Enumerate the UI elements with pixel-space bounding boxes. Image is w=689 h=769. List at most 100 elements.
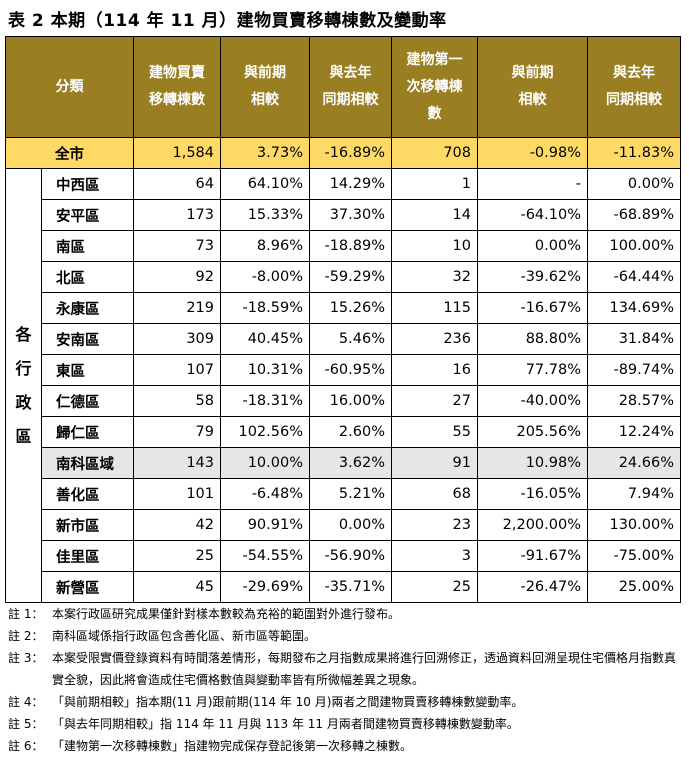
- cell-transfers: 101: [133, 478, 221, 510]
- cell-mom1: -8.00%: [220, 261, 310, 293]
- row-name: 北區: [41, 261, 134, 293]
- cell-transfers: 79: [133, 416, 221, 448]
- header-row: 分類 建物買賣 移轉棟數 與前期 相較 與去年 同期相較 建物第一 次移轉棟數 與前期相…: [5, 36, 681, 138]
- note-2: 註 2： 南科區域係指行政區包含善化區、新市區等範圍。: [8, 629, 317, 643]
- cell-yoy2: 134.69%: [587, 292, 681, 324]
- row-name: 全市: [5, 137, 134, 169]
- table-row: 新營區 45 -29.69% -35.71% 25 -26.47% 25.00%: [6, 571, 681, 603]
- cell-mom1: -18.31%: [220, 385, 310, 417]
- header-category: 分類: [5, 36, 134, 138]
- cell-first: 55: [391, 416, 478, 448]
- cell-transfers: 173: [133, 199, 221, 231]
- table-row: 南區 73 8.96% -18.89% 10 0.00% 100.00%: [6, 230, 681, 262]
- cell-transfers: 64: [133, 168, 221, 200]
- cell-transfers: 309: [133, 323, 221, 355]
- row-name: 東區: [41, 354, 134, 386]
- cell-first: 16: [391, 354, 478, 386]
- cell-first: 91: [391, 447, 478, 479]
- cell-first: 115: [391, 292, 478, 324]
- table-row: 各行政區中西區 64 64.10% 14.29% 1-0.00%: [5, 168, 681, 603]
- cell-first: 25: [391, 571, 478, 603]
- cell-yoy1: 5.21%: [309, 478, 392, 510]
- cell-yoy1: -60.95%: [309, 354, 392, 386]
- cell-yoy1: 5.46%: [309, 323, 392, 355]
- cell-yoy1: -56.90%: [309, 540, 392, 572]
- cell-mom2: -91.67%: [477, 540, 588, 572]
- row-name: 安南區: [41, 323, 134, 355]
- cell-first: 10: [391, 230, 478, 262]
- table-row: 東區 107 10.31% -60.95% 16 77.78% -89.74%: [6, 354, 681, 386]
- cell-mom2: -64.10%: [477, 199, 588, 231]
- cell-mom1: -18.59%: [220, 292, 310, 324]
- table-title: 表 2 本期（114 年 11 月）建物買賣移轉棟數及變動率: [8, 11, 447, 31]
- cell-yoy2: 130.00%: [587, 509, 681, 541]
- table-row: 新市區 42 90.91% 0.00% 23 2,200.00% 130.00%: [6, 509, 681, 541]
- cell-mom2: -16.05%: [477, 478, 588, 510]
- cell-yoy2: 7.94%: [587, 478, 681, 510]
- row-name: 新營區: [41, 571, 134, 603]
- row-name: 仁德區: [41, 385, 134, 417]
- row-name: 永康區: [41, 292, 134, 324]
- cell-yoy2: 28.57%: [587, 385, 681, 417]
- cell-mom1: 90.91%: [220, 509, 310, 541]
- header-mom1: 與前期 相較: [220, 36, 310, 138]
- cell-first: 1: [391, 168, 478, 200]
- note-4: 註 4： 「與前期相較」指本期(11 月)跟前期(114 年 10 月)兩者之間建…: [8, 695, 524, 709]
- cell-yoy1: 2.60%: [309, 416, 392, 448]
- cell-mom2: -: [477, 168, 588, 200]
- cell-mom1: -54.55%: [220, 540, 310, 572]
- cell-mom2: 10.98%: [477, 447, 588, 479]
- cell-mom1: 10.31%: [220, 354, 310, 386]
- cell-yoy2: -89.74%: [587, 354, 681, 386]
- cell-yoy2: 31.84%: [587, 323, 681, 355]
- note-1: 註 1： 本案行政區研究成果僅針對樣本數較為充裕的範圍對外進行發布。: [8, 607, 401, 621]
- cell-mom2: 77.78%: [477, 354, 588, 386]
- cell-yoy2: 24.66%: [587, 447, 681, 479]
- table-row: 安南區 309 40.45% 5.46% 236 88.80% 31.84%: [6, 323, 681, 355]
- cell-mom2: 205.56%: [477, 416, 588, 448]
- table-row: 北區 92 -8.00% -59.29% 32 -39.62% -64.44%: [6, 261, 681, 293]
- total-row: 全市 1,584 3.73% -16.89% 708 -0.98% -11.83…: [5, 137, 681, 169]
- row-name: 中西區: [41, 168, 134, 200]
- row-name: 新市區: [41, 509, 134, 541]
- header-yoy1: 與去年 同期相較: [309, 36, 392, 138]
- cell-mom1: -29.69%: [220, 571, 310, 603]
- note-6: 註 6： 「建物第一次移轉棟數」指建物完成保存登記後第一次移轉之棟數。: [8, 739, 413, 753]
- cell-first: 27: [391, 385, 478, 417]
- cell-yoy2: -64.44%: [587, 261, 681, 293]
- cell-yoy1: -16.89%: [309, 137, 392, 169]
- row-name: 善化區: [41, 478, 134, 510]
- notes: 註 1： 本案行政區研究成果僅針對樣本數較為充裕的範圍對外進行發布。 註 2： 南科…: [8, 603, 684, 757]
- cell-yoy1: -18.89%: [309, 230, 392, 262]
- cell-first: 23: [391, 509, 478, 541]
- cell-mom2: -26.47%: [477, 571, 588, 603]
- cell-mom1: 40.45%: [220, 323, 310, 355]
- cell-yoy1: -35.71%: [309, 571, 392, 603]
- cell-yoy2: 100.00%: [587, 230, 681, 262]
- cell-yoy1: 15.26%: [309, 292, 392, 324]
- table-row: 歸仁區 79 102.56% 2.60% 55 205.56% 12.24%: [6, 416, 681, 448]
- cell-yoy1: 0.00%: [309, 509, 392, 541]
- cell-transfers: 143: [133, 447, 221, 479]
- cell-yoy2: 12.24%: [587, 416, 681, 448]
- header-transfers: 建物買賣 移轉棟數: [133, 36, 221, 138]
- cell-mom2: 2,200.00%: [477, 509, 588, 541]
- cell-mom1: 8.96%: [220, 230, 310, 262]
- cell-yoy1: -59.29%: [309, 261, 392, 293]
- note-3: 註 3： 本案受限實價登錄資料有時間落差情形，每期發布之月指數成果將進行回溯修正，…: [8, 651, 677, 687]
- cell-transfers: 25: [133, 540, 221, 572]
- cell-yoy2: -68.89%: [587, 199, 681, 231]
- header-yoy2: 與去年 同期相較: [587, 36, 681, 138]
- cell-first: 708: [391, 137, 478, 169]
- cell-transfers: 107: [133, 354, 221, 386]
- row-name: 歸仁區: [41, 416, 134, 448]
- cell-mom1: 15.33%: [220, 199, 310, 231]
- transfer-table: 分類 建物買賣 移轉棟數 與前期 相較 與去年 同期相較 建物第一 次移轉棟數 與前期相…: [5, 36, 681, 603]
- group-label: 各行政區: [5, 168, 42, 603]
- cell-transfers: 73: [133, 230, 221, 262]
- cell-transfers: 58: [133, 385, 221, 417]
- cell-mom2: 0.00%: [477, 230, 588, 262]
- header-mom2: 與前期 相較: [477, 36, 588, 138]
- cell-yoy2: 25.00%: [587, 571, 681, 603]
- table-row: 佳里區 25 -54.55% -56.90% 3 -91.67% -75.00%: [6, 540, 681, 572]
